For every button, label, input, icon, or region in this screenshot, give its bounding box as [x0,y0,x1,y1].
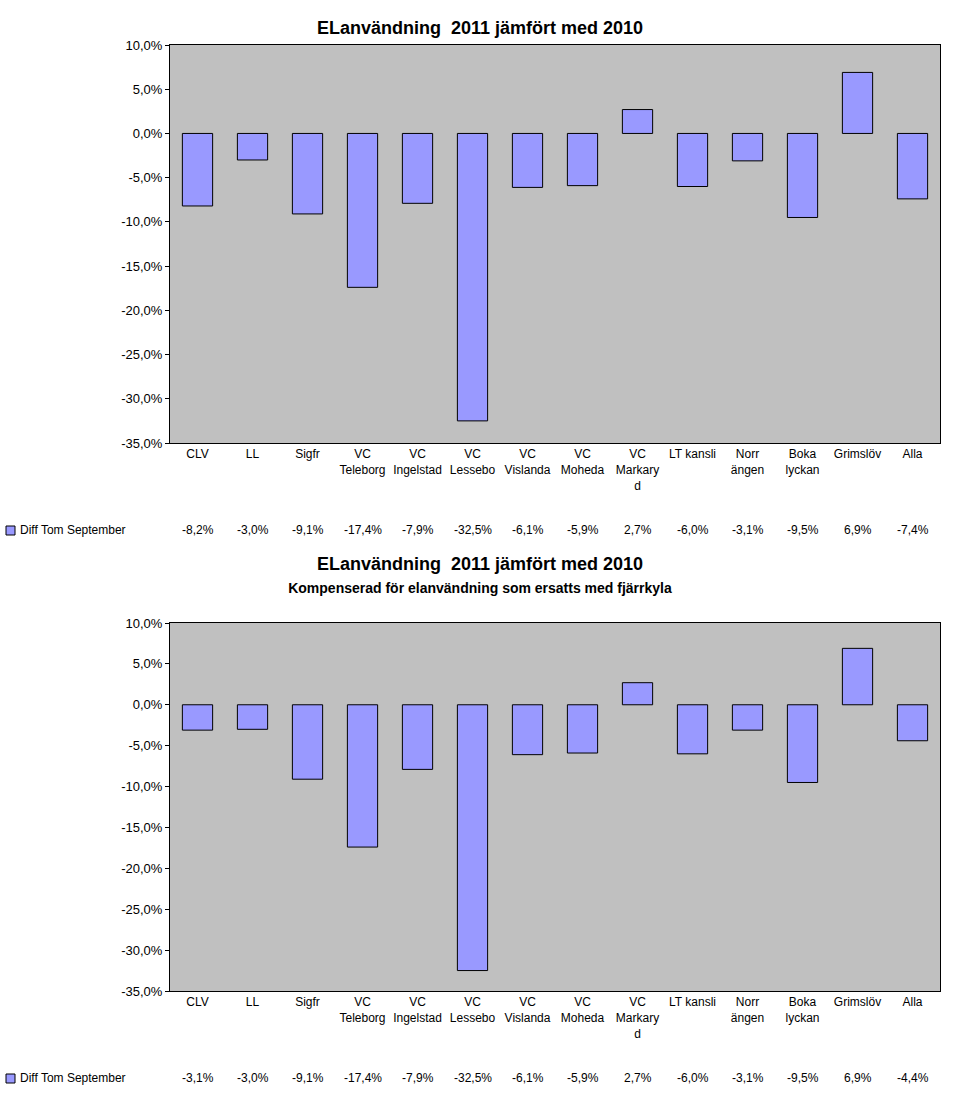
svg-text:-7,4%: -7,4% [897,523,929,537]
svg-text:5,0%: 5,0% [133,82,163,97]
svg-text:-6,0%: -6,0% [677,523,709,537]
svg-text:-3,0%: -3,0% [237,1071,269,1085]
svg-text:-9,1%: -9,1% [292,523,324,537]
svg-text:-30,0%: -30,0% [121,391,163,406]
svg-text:-6,1%: -6,1% [512,523,544,537]
svg-text:-8,2%: -8,2% [182,523,214,537]
svg-text:LL: LL [246,995,260,1009]
svg-text:Diff Tom September: Diff Tom September [20,523,126,537]
svg-text:2,7%: 2,7% [624,1071,652,1085]
svg-text:VCIngelstad: VCIngelstad [393,447,442,477]
svg-text:0,0%: 0,0% [133,697,163,712]
svg-text:-25,0%: -25,0% [121,902,163,917]
svg-text:-3,1%: -3,1% [732,1071,764,1085]
svg-text:2,7%: 2,7% [624,523,652,537]
svg-text:Sigfr: Sigfr [295,995,320,1009]
svg-text:VCIngelstad: VCIngelstad [393,995,442,1025]
svg-text:VCMarkaryd: VCMarkaryd [616,995,659,1040]
svg-text:VCVislanda: VCVislanda [505,995,551,1025]
svg-text:-10,0%: -10,0% [121,214,163,229]
svg-text:10,0%: 10,0% [126,616,163,631]
svg-text:-3,1%: -3,1% [182,1071,214,1085]
svg-text:-15,0%: -15,0% [121,820,163,835]
svg-text:VCVislanda: VCVislanda [505,447,551,477]
svg-text:Bokalyckan: Bokalyckan [785,447,819,477]
svg-text:-5,9%: -5,9% [567,523,599,537]
svg-text:CLV: CLV [186,995,208,1009]
svg-text:-32,5%: -32,5% [454,523,492,537]
svg-text:-17,4%: -17,4% [344,523,382,537]
svg-text:-9,5%: -9,5% [787,523,819,537]
svg-text:-5,9%: -5,9% [567,1071,599,1085]
svg-text:LT kansli: LT kansli [669,447,716,461]
svg-text:-6,1%: -6,1% [512,1071,544,1085]
svg-text:-20,0%: -20,0% [121,861,163,876]
svg-text:VCLessebo: VCLessebo [450,995,496,1025]
svg-text:-32,5%: -32,5% [454,1071,492,1085]
svg-text:-6,0%: -6,0% [677,1071,709,1085]
svg-text:Grimslöv: Grimslöv [834,995,881,1009]
svg-text:-25,0%: -25,0% [121,347,163,362]
svg-text:-35,0%: -35,0% [121,436,163,451]
svg-text:Grimslöv: Grimslöv [834,447,881,461]
svg-text:Bokalyckan: Bokalyckan [785,995,819,1025]
svg-text:-17,4%: -17,4% [344,1071,382,1085]
svg-text:Norrängen: Norrängen [731,447,764,477]
svg-text:VCMoheda: VCMoheda [561,995,605,1025]
svg-text:Sigfr: Sigfr [295,447,320,461]
svg-text:0,0%: 0,0% [133,126,163,141]
svg-text:VCTeleborg: VCTeleborg [339,995,385,1025]
svg-text:-7,9%: -7,9% [402,523,434,537]
svg-text:6,9%: 6,9% [844,523,872,537]
svg-text:-9,5%: -9,5% [787,1071,819,1085]
svg-text:6,9%: 6,9% [844,1071,872,1085]
svg-text:-4,4%: -4,4% [897,1071,929,1085]
svg-text:CLV: CLV [186,447,208,461]
svg-text:-5,0%: -5,0% [128,170,162,185]
svg-text:10,0%: 10,0% [126,38,163,53]
svg-text:Alla: Alla [902,995,922,1009]
svg-text:Diff Tom September: Diff Tom September [20,1071,126,1085]
svg-text:-7,9%: -7,9% [402,1071,434,1085]
svg-text:-3,0%: -3,0% [237,523,269,537]
svg-text:-10,0%: -10,0% [121,779,163,794]
svg-text:5,0%: 5,0% [133,656,163,671]
svg-text:-20,0%: -20,0% [121,303,163,318]
svg-text:VCMoheda: VCMoheda [561,447,605,477]
svg-text:-30,0%: -30,0% [121,943,163,958]
svg-text:ELanvändning 2011 jämfört med: ELanvändning 2011 jämfört med 2010Kompen… [288,554,672,596]
svg-text:ELanvändning 2011 jämfört med: ELanvändning 2011 jämfört med 2010 [317,18,643,38]
svg-text:VCLessebo: VCLessebo [450,447,496,477]
svg-text:LT kansli: LT kansli [669,995,716,1009]
svg-text:LL: LL [246,447,260,461]
svg-text:Alla: Alla [902,447,922,461]
svg-text:-9,1%: -9,1% [292,1071,324,1085]
svg-text:VCTeleborg: VCTeleborg [339,447,385,477]
svg-text:-15,0%: -15,0% [121,259,163,274]
svg-text:Norrängen: Norrängen [731,995,764,1025]
svg-text:VCMarkaryd: VCMarkaryd [616,447,659,492]
svg-text:-3,1%: -3,1% [732,523,764,537]
svg-text:-5,0%: -5,0% [128,738,162,753]
svg-text:-35,0%: -35,0% [121,984,163,999]
